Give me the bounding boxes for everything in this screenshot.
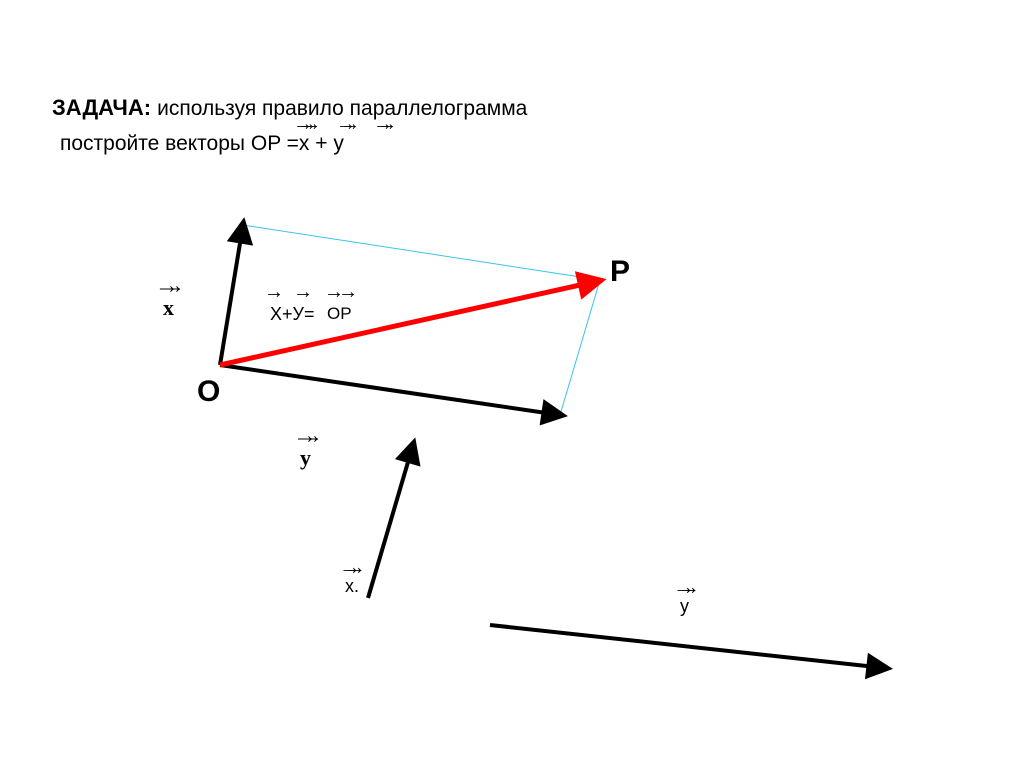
equation-right: OP [327, 304, 352, 324]
cyan-line-top [243, 225, 600, 280]
equation-left: Х+У= [270, 304, 314, 325]
arrow-x-lower2-icon: → [344, 554, 366, 580]
vector-y-lower [490, 625, 885, 668]
vector-x [220, 225, 243, 365]
vector-x-lower [368, 445, 413, 598]
arrow-over-x-label2-icon: → [161, 272, 185, 300]
arrow-eq3-icon: →→ [324, 281, 352, 304]
arrow-over-y-label2-icon: → [299, 422, 323, 450]
label-O: O [197, 375, 220, 409]
vector-y [220, 365, 560, 415]
vector-diagram [0, 0, 1024, 767]
arrow-y-lower2-icon: → [678, 574, 700, 600]
label-P: P [610, 255, 630, 289]
cyan-line-right [560, 280, 600, 415]
arrow-eq1-icon: → [264, 281, 284, 304]
arrow-eq2-icon: → [293, 281, 313, 304]
